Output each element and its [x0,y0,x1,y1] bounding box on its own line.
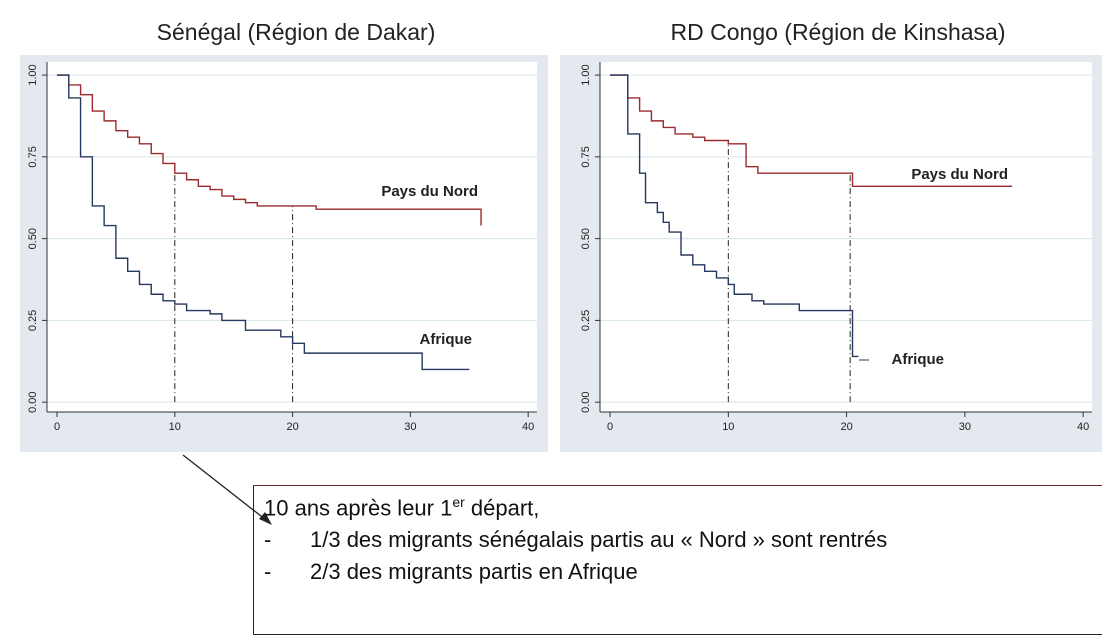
note-marker: - [264,527,272,553]
x-tick-label: 0 [54,421,60,433]
arrow-head [259,512,272,525]
y-tick-label: 1.00 [27,64,39,85]
note-marker: - [264,559,272,585]
note-heading: 10 ans après leur 1er départ, [264,494,1102,521]
chart-title: RD Congo (Région de Kinshasa) [671,19,1006,45]
y-tick-label: 0.25 [27,310,39,331]
series-label: Afrique [892,351,945,368]
note-sup: er [452,494,465,510]
note-box: 10 ans après leur 1er départ, - 1/3 des m… [253,485,1102,635]
x-tick-label: 40 [522,421,534,433]
series-label: Afrique [420,331,473,348]
survival-curve [57,74,482,226]
arrow [182,454,267,521]
y-tick-label: 0.00 [27,391,39,412]
series-label: Pays du Nord [911,166,1008,183]
y-tick-label: 0.25 [580,310,592,331]
note-text: 1/3 des migrants sénégalais partis au « … [310,527,888,553]
y-tick-label: 0.75 [27,146,39,167]
note-text: départ, [464,495,540,521]
x-tick-label: 20 [840,421,852,433]
x-tick-label: 30 [959,421,971,433]
series-label: Pays du Nord [381,183,478,200]
survival-curve [610,74,1013,187]
plot-area [600,62,1092,412]
survival-curve [57,74,470,371]
y-tick-label: 0.75 [580,146,592,167]
x-tick-label: 20 [286,421,298,433]
chart-title: Sénégal (Région de Dakar) [157,19,436,45]
y-tick-label: 0.50 [580,228,592,249]
note-text: 2/3 des migrants partis en Afrique [310,559,638,585]
y-tick-label: 0.00 [580,391,592,412]
x-tick-label: 30 [404,421,416,433]
note-item: - 1/3 des migrants sénégalais partis au «… [264,527,1102,553]
y-tick-label: 0.50 [27,228,39,249]
note-text: 10 ans après leur 1 [264,495,453,521]
note-item: - 2/3 des migrants partis en Afrique [264,559,1102,585]
x-tick-label: 10 [722,421,734,433]
plot-area [47,62,537,412]
x-tick-label: 10 [169,421,181,433]
y-tick-label: 1.00 [580,64,592,85]
survival-curve [610,74,859,358]
x-tick-label: 40 [1077,421,1089,433]
note-clip: 10 ans après leur 1er départ, - 1/3 des m… [253,485,1102,642]
x-tick-label: 0 [607,421,613,433]
